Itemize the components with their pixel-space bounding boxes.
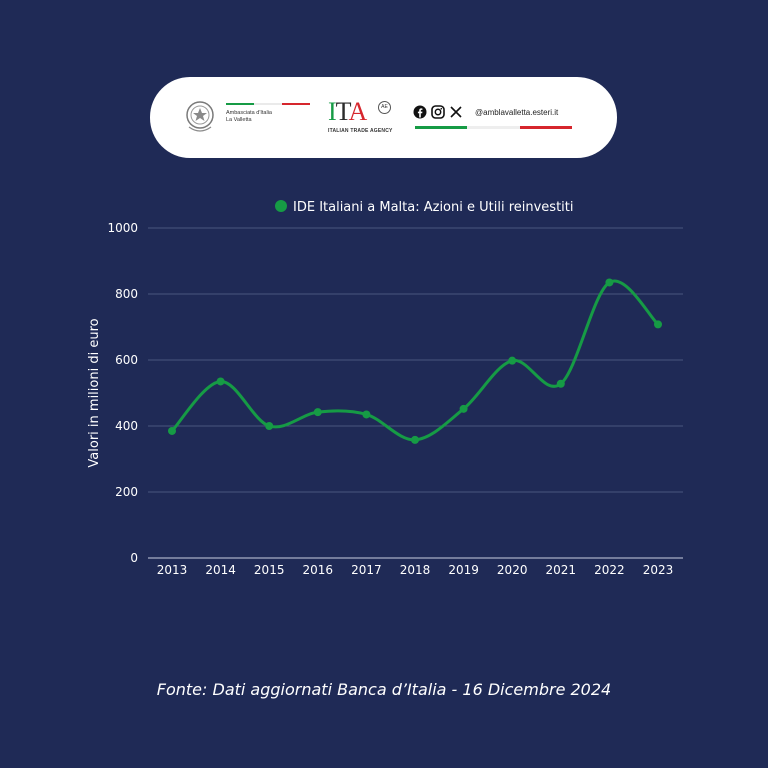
- y-axis-label: Valori in milioni di euro: [87, 318, 102, 467]
- italian-flag-bar: [415, 126, 572, 129]
- y-tick-label: 400: [115, 419, 138, 433]
- y-tick-label: 800: [115, 287, 138, 301]
- data-point-2014: [216, 377, 225, 386]
- ita-subtitle: ITALIAN TRADE AGENCY: [328, 128, 393, 134]
- legend-marker: [275, 200, 287, 212]
- x-tick-label: 2016: [303, 563, 334, 577]
- embassy-name: Ambasciata d'Italia: [226, 110, 272, 116]
- italian-republic-emblem-icon: [186, 101, 214, 132]
- data-point-2016: [313, 408, 322, 417]
- x-tick-label: 2015: [254, 563, 285, 577]
- social-links: @amblavalletta.esteri.it: [413, 105, 558, 119]
- data-point-2021: [556, 379, 565, 388]
- source-note: Fonte: Dati aggiornati Banca d’Italia - …: [156, 680, 612, 699]
- x-tick-label: 2018: [400, 563, 431, 577]
- series-line: [170, 279, 660, 442]
- x-axis-ticks: 2013 2014 2015 2016 2017 2018 2019 2020 2021 2022…: [157, 563, 674, 577]
- data-point-2013: [168, 426, 176, 435]
- x-tick-label: 2021: [546, 563, 577, 577]
- ita-logo: ITA AE ITALIAN TRADE AGENCY: [328, 99, 398, 139]
- data-point-2017: [362, 410, 371, 419]
- data-point-2022: [605, 278, 614, 287]
- x-tick-label: 2013: [157, 563, 188, 577]
- y-axis-ticks: 0 200 400 600 800 1000: [107, 221, 138, 565]
- embassy-block: Ambasciata d'Italia La Valletta: [226, 103, 316, 124]
- chart-gridlines: [148, 227, 683, 559]
- data-point-2015: [265, 422, 274, 430]
- ita-mark-icon: AE: [378, 101, 391, 114]
- chart-legend: IDE Italiani a Malta: Azioni e Utili rei…: [275, 200, 574, 215]
- data-point-2020: [508, 356, 517, 365]
- y-tick-label: 1000: [107, 221, 138, 235]
- x-tick-label: 2022: [594, 563, 625, 577]
- facebook-icon[interactable]: [413, 105, 427, 119]
- x-twitter-icon[interactable]: [449, 105, 463, 119]
- social-handle[interactable]: @amblavalletta.esteri.it: [475, 107, 559, 117]
- header-logo-banner: Ambasciata d'Italia La Valletta ITA AE I…: [150, 77, 617, 158]
- series-points: [168, 278, 662, 444]
- x-tick-label: 2023: [643, 563, 674, 577]
- x-tick-label: 2017: [351, 563, 382, 577]
- x-tick-label: 2019: [448, 563, 479, 577]
- x-tick-label: 2014: [205, 563, 236, 577]
- y-tick-label: 200: [115, 485, 138, 499]
- legend-label: IDE Italiani a Malta: Azioni e Utili rei…: [293, 200, 574, 215]
- instagram-icon[interactable]: [431, 105, 445, 119]
- data-point-2023: [654, 320, 662, 329]
- italian-flag-line: [226, 103, 310, 105]
- data-point-2018: [411, 435, 419, 444]
- y-tick-label: 600: [115, 353, 138, 367]
- x-tick-label: 2020: [497, 563, 528, 577]
- embassy-city: La Valletta: [226, 117, 252, 123]
- y-tick-label: 0: [130, 551, 138, 565]
- data-point-2019: [459, 404, 468, 413]
- ita-logo-text: ITA: [328, 97, 367, 126]
